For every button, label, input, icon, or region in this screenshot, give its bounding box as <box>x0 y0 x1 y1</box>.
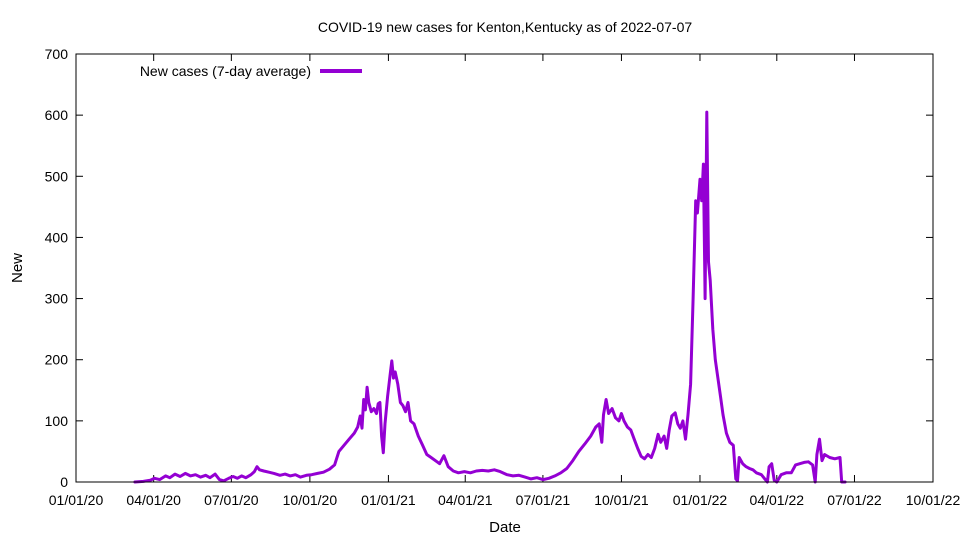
x-tick-label: 04/01/22 <box>750 492 805 508</box>
x-tick-label: 01/01/21 <box>361 492 416 508</box>
y-tick-label: 400 <box>45 229 69 245</box>
series-line-new-cases <box>133 110 847 484</box>
y-tick-label: 200 <box>45 352 69 368</box>
x-tick-label: 04/01/20 <box>126 492 181 508</box>
x-axis-title: Date <box>489 519 521 536</box>
y-axis-title: New <box>9 253 26 283</box>
legend: New cases (7-day average) <box>140 63 362 79</box>
x-tick-label: 10/01/21 <box>594 492 649 508</box>
y-tick-label: 700 <box>45 46 69 62</box>
x-tick-label: 07/01/21 <box>516 492 571 508</box>
x-tick-label: 10/01/20 <box>283 492 338 508</box>
plot-frame <box>75 53 934 483</box>
y-tick-label: 300 <box>45 291 69 307</box>
x-tick-label: 01/01/20 <box>49 492 104 508</box>
axis-ticks <box>75 53 934 483</box>
x-tick-label: 01/01/22 <box>673 492 728 508</box>
x-tick-label: 07/01/22 <box>827 492 882 508</box>
x-tick-label: 10/01/22 <box>906 492 960 508</box>
y-tick-label: 100 <box>45 413 69 429</box>
y-tick-label: 500 <box>45 168 69 184</box>
y-tick-label: 0 <box>60 474 68 490</box>
x-tick-label: 07/01/20 <box>204 492 259 508</box>
y-tick-label: 600 <box>45 107 69 123</box>
chart-title: COVID-19 new cases for Kenton,Kentucky a… <box>318 19 693 35</box>
legend-label: New cases (7-day average) <box>140 63 311 79</box>
tick-labels: 0 100 200 300 400 500 600 700 01/01/20 04/01/20 07… <box>45 46 960 508</box>
x-tick-label: 04/01/21 <box>438 492 493 508</box>
